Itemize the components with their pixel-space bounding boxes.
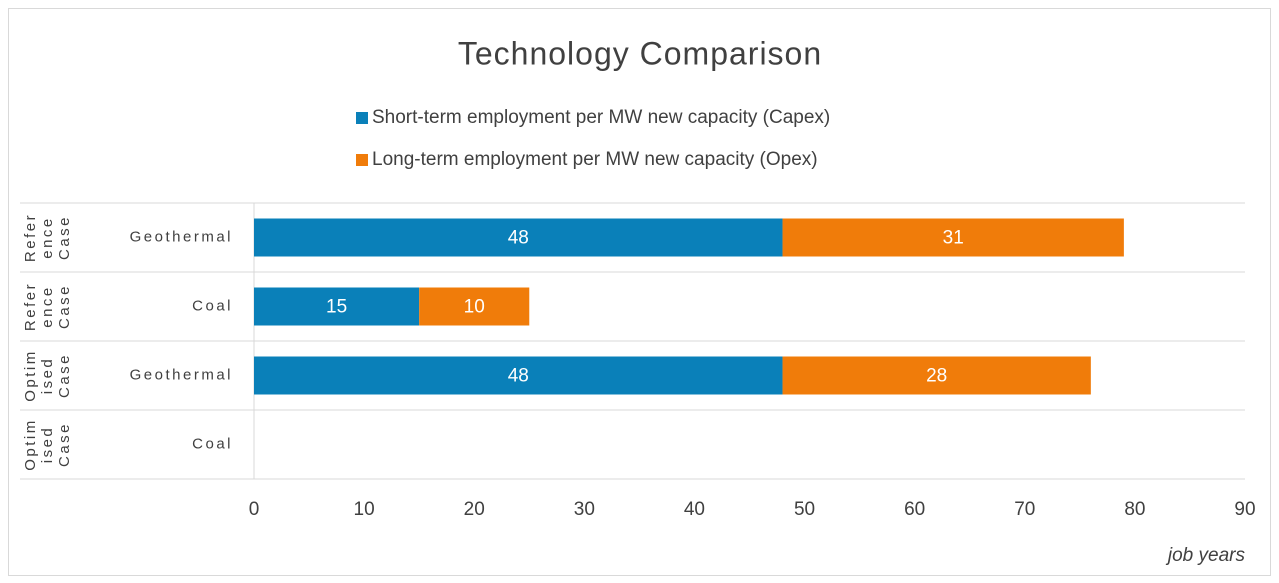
data-label: 10 — [464, 297, 485, 318]
data-label: 48 — [508, 228, 529, 249]
group-label: OptimisedCase — [22, 418, 73, 471]
legend-swatch — [356, 112, 368, 124]
bar-segment — [254, 218, 783, 257]
category-label: Geothermal — [130, 366, 233, 383]
x-tick-label: 50 — [794, 499, 815, 520]
bar-segment — [254, 356, 783, 395]
group-label: ReferenceCase — [22, 213, 73, 262]
bar-segment — [254, 287, 420, 326]
data-label: 15 — [326, 297, 347, 318]
data-label: 31 — [943, 228, 964, 249]
legend-swatch — [356, 154, 368, 166]
x-tick-label: 30 — [574, 499, 595, 520]
x-tick-label: 40 — [684, 499, 705, 520]
group-label: ReferenceCase — [22, 282, 73, 331]
category-label: Coal — [192, 435, 233, 452]
bar-segment — [782, 218, 1124, 257]
category-label: Coal — [192, 297, 233, 314]
data-label: 28 — [926, 366, 947, 387]
chart-border — [8, 8, 1271, 576]
x-tick-label: 60 — [904, 499, 925, 520]
data-label: 48 — [508, 366, 529, 387]
x-axis-label: job years — [1165, 545, 1246, 566]
x-tick-label: 90 — [1234, 499, 1255, 520]
legend-label: Long-term employment per MW new capacity… — [372, 149, 818, 170]
bar-segment — [782, 356, 1091, 395]
chart-title: Technology Comparison — [458, 35, 822, 71]
category-label: Geothermal — [130, 228, 233, 245]
x-tick-label: 80 — [1124, 499, 1145, 520]
group-label: OptimisedCase — [22, 349, 73, 402]
x-tick-label: 70 — [1014, 499, 1035, 520]
bar-segment — [419, 287, 530, 326]
legend-label: Short-term employment per MW new capacit… — [372, 107, 830, 128]
x-tick-label: 10 — [354, 499, 375, 520]
x-tick-label: 20 — [464, 499, 485, 520]
x-tick-label: 0 — [249, 499, 260, 520]
